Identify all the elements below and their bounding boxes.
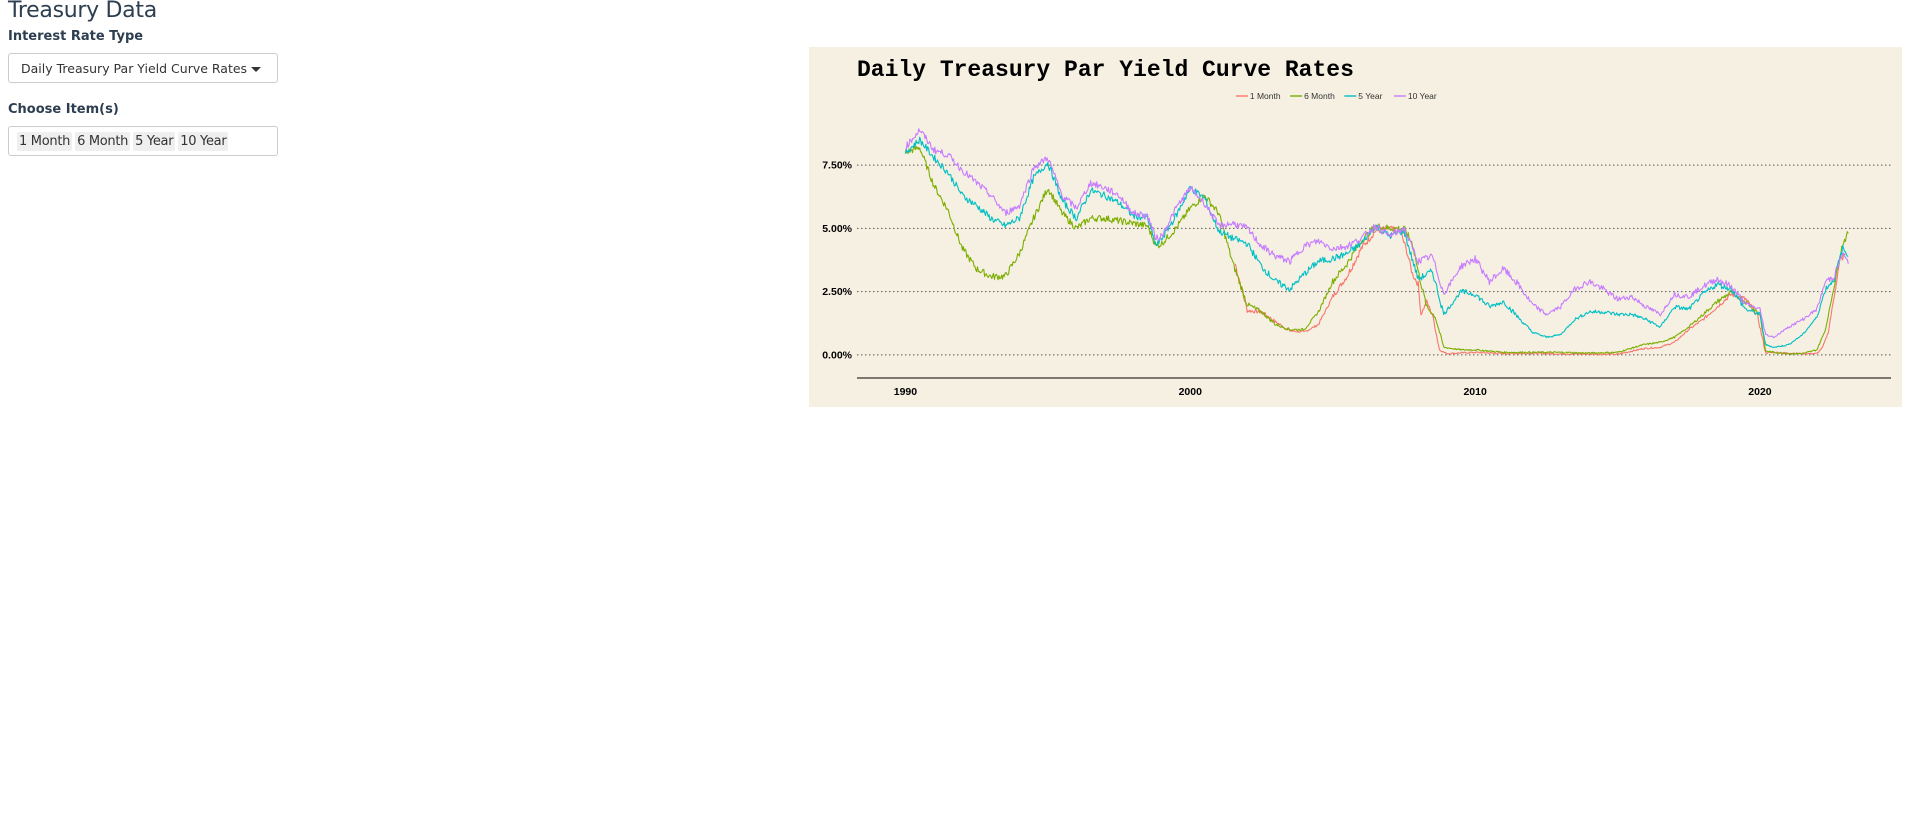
series-line-10-year [905, 128, 1849, 339]
x-tick-label: 2010 [1463, 386, 1487, 398]
rate-type-select[interactable]: Daily Treasury Par Yield Curve Rates [8, 53, 278, 83]
yield-curve-chart: Daily Treasury Par Yield Curve Rates 0.0… [822, 57, 1891, 398]
rate-type-selected-value: Daily Treasury Par Yield Curve Rates [21, 61, 248, 76]
chevron-down-icon[interactable] [251, 67, 261, 72]
items-multiselect[interactable]: 1 Month 6 Month 5 Year 10 Year [8, 126, 278, 156]
legend-label: 6 Month [1304, 91, 1335, 101]
series-line-5-year [904, 136, 1849, 348]
items-label: Choose Item(s) [8, 102, 119, 117]
legend-label: 1 Month [1250, 91, 1281, 101]
item-chip[interactable]: 5 Year [133, 132, 176, 151]
series-line-6-month [904, 145, 1849, 355]
rate-type-label: Interest Rate Type [8, 29, 144, 44]
item-chip[interactable]: 1 Month [17, 132, 73, 151]
plot-panel: Daily Treasury Par Yield Curve Rates 0.0… [809, 47, 1902, 407]
app-title: Treasury Data [8, 0, 157, 23]
x-tick-label: 2000 [1179, 386, 1203, 398]
item-chip[interactable]: 10 Year [178, 132, 229, 151]
item-chip[interactable]: 6 Month [75, 132, 131, 151]
y-tick-label: 2.50% [822, 286, 852, 298]
y-tick-label: 0.00% [822, 349, 852, 361]
legend-label: 10 Year [1408, 91, 1437, 101]
x-tick-label: 1990 [894, 386, 918, 398]
selected-items: 1 Month 6 Month 5 Year 10 Year [17, 132, 229, 151]
y-tick-label: 7.50% [822, 160, 852, 172]
chart-title: Daily Treasury Par Yield Curve Rates [857, 57, 1354, 83]
y-tick-label: 5.00% [822, 223, 852, 235]
legend-label: 5 Year [1358, 91, 1382, 101]
x-tick-label: 2020 [1748, 386, 1772, 398]
